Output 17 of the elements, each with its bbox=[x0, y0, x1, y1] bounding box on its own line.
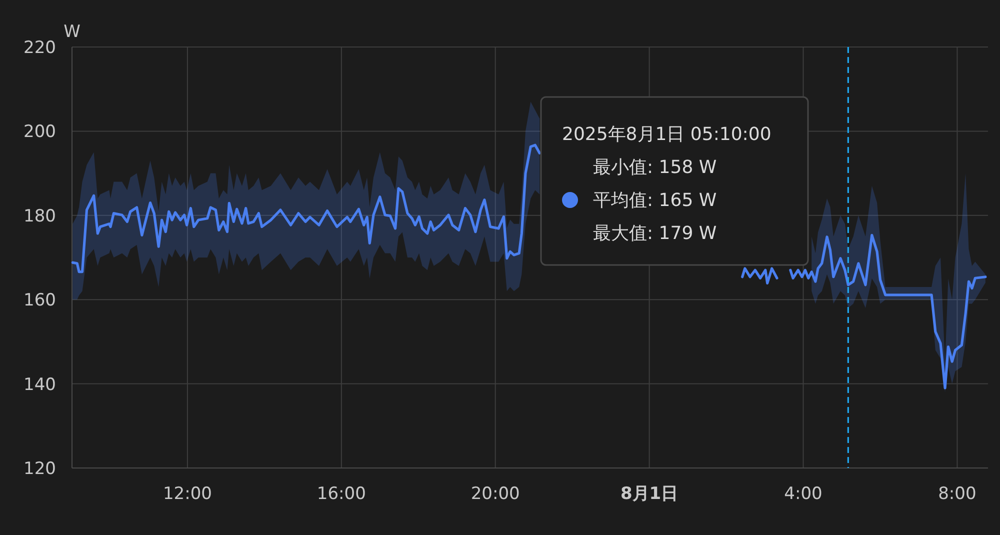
annotation: 2025年8月1日 05:10:00 bbox=[562, 124, 772, 145]
y-tick-label: 140 bbox=[24, 374, 56, 395]
y-axis-title: W bbox=[64, 22, 81, 42]
annotation: 最小值: 158 W bbox=[593, 157, 717, 178]
y-tick-label: 160 bbox=[24, 290, 56, 311]
x-tick-label: 4:00 bbox=[784, 484, 822, 504]
y-tick-label: 180 bbox=[24, 206, 56, 226]
x-tick-label: 16:00 bbox=[316, 484, 366, 504]
x-tick-label: 20:00 bbox=[470, 484, 520, 504]
y-tick-label: 120 bbox=[24, 459, 56, 479]
x-tick-label: 12:00 bbox=[162, 484, 212, 504]
y-tick-label: 220 bbox=[24, 38, 56, 58]
x-tick-label: 8:00 bbox=[938, 484, 976, 504]
y-tick-label: 200 bbox=[24, 122, 56, 142]
annotation: 平均值: 165 W bbox=[593, 190, 717, 211]
annotation: 最大值: 179 W bbox=[593, 223, 717, 244]
x-tick-label: 8月1日 bbox=[620, 484, 678, 504]
